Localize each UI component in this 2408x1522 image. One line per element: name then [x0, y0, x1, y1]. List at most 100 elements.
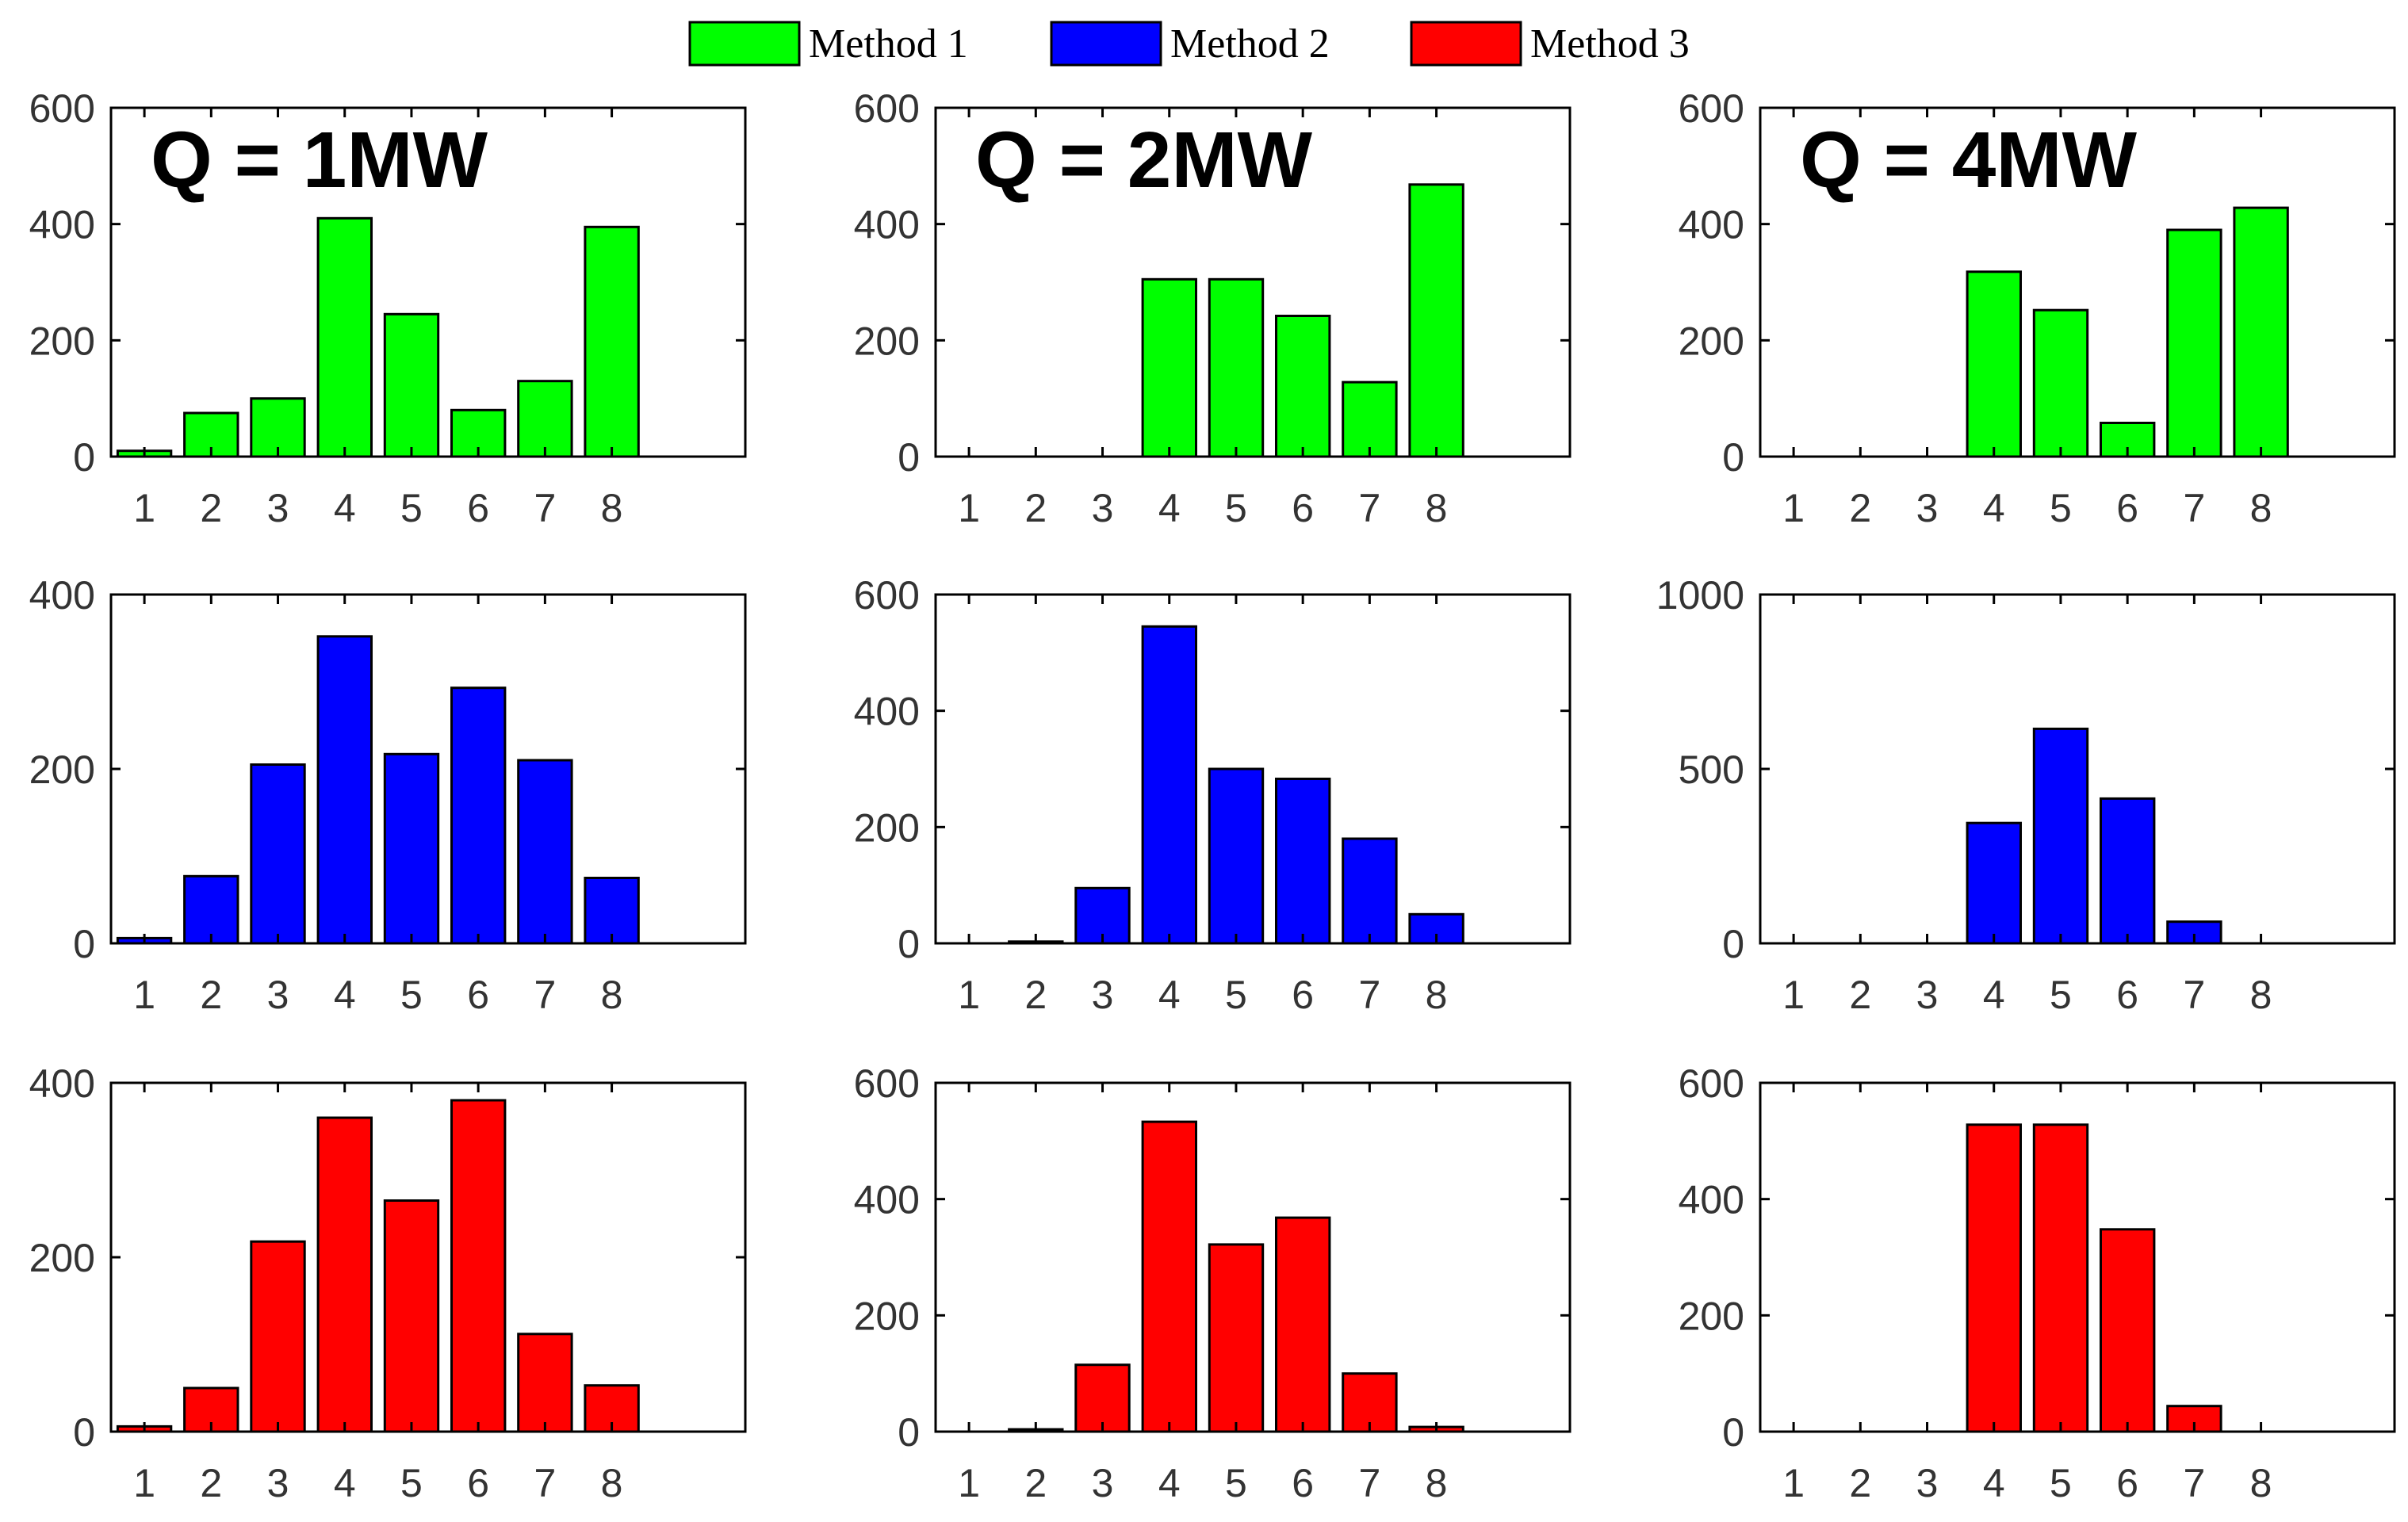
bar-2-2-5	[1208, 767, 1265, 945]
y-tick-label: 400	[1679, 203, 1744, 247]
x-tick-label: 6	[2116, 973, 2138, 1017]
panel-3-1: 0 200 400 1 2 3 4 5 6 7 8	[29, 1061, 747, 1505]
bar-1-3-7	[2166, 228, 2222, 458]
x-tick-label: 7	[1358, 1461, 1380, 1505]
y-tick-label: 600	[1679, 1061, 1744, 1106]
x-tick-label: 7	[534, 486, 556, 530]
x-tick-label: 4	[1158, 1461, 1181, 1505]
bar-1-2-8	[1408, 183, 1464, 458]
bar-3-1-3	[250, 1240, 306, 1433]
x-tick-label: 2	[200, 1461, 222, 1505]
y-tick-label: 0	[1722, 922, 1744, 966]
bar-3-2-5	[1208, 1243, 1265, 1433]
axes-box	[934, 593, 1572, 945]
bar-2-1-8	[584, 877, 640, 945]
x-tick-label: 5	[2050, 1461, 2072, 1505]
bar-3-1-6	[450, 1099, 507, 1433]
x-tick-label: 5	[2050, 973, 2072, 1017]
x-tick-label: 4	[1983, 973, 2005, 1017]
axes-box	[934, 1081, 1572, 1433]
x-tick-label: 3	[1092, 1461, 1114, 1505]
x-tick-label: 4	[334, 1461, 356, 1505]
y-tick-label: 400	[854, 690, 920, 734]
bar-1-2-4	[1141, 277, 1197, 458]
legend-label-method-3: Method 3	[1530, 21, 1690, 67]
legend: Method 1 Method 2 Method 3	[688, 21, 1690, 67]
x-tick-label: 2	[1024, 1461, 1047, 1505]
bar-2-2-6	[1275, 778, 1331, 945]
x-tick-label: 6	[1292, 486, 1314, 530]
x-tick-label: 3	[1092, 486, 1114, 530]
x-tick-label: 6	[467, 1461, 489, 1505]
bar-2-3-5	[2032, 727, 2089, 945]
x-tick-label: 6	[2116, 1461, 2138, 1505]
y-tick-label: 0	[73, 435, 95, 480]
bar-3-3-4	[1966, 1123, 2023, 1433]
bar-2-1-6	[450, 686, 507, 945]
y-tick-label: 600	[29, 86, 95, 131]
bar-2-1-3	[250, 763, 306, 945]
bar-3-2-4	[1141, 1120, 1197, 1433]
bar-1-1-8	[584, 225, 640, 458]
bar-3-3-6	[2100, 1228, 2156, 1433]
x-tick-label: 1	[133, 1461, 155, 1505]
x-tick-label: 3	[1916, 973, 1939, 1017]
x-tick-label: 1	[133, 973, 155, 1017]
x-tick-label: 7	[2183, 1461, 2205, 1505]
x-tick-label: 3	[267, 486, 289, 530]
panel-1-1: 0 200 400 600 1 2 3 4 5 6 7 8 Q = 1MW	[29, 86, 747, 530]
bar-1-1-2	[183, 411, 239, 458]
y-tick-label: 400	[29, 1061, 95, 1106]
x-tick-label: 3	[1916, 1461, 1939, 1505]
bar-3-1-7	[517, 1333, 573, 1433]
legend-swatch-method-2	[1050, 21, 1162, 67]
bar-2-2-4	[1141, 625, 1197, 945]
x-tick-label: 7	[534, 1461, 556, 1505]
x-tick-label: 7	[2183, 973, 2205, 1017]
x-tick-label: 3	[1916, 486, 1939, 530]
x-tick-label: 8	[1426, 1461, 1448, 1505]
y-tick-label: 200	[854, 1294, 920, 1338]
x-tick-label: 2	[1849, 973, 1871, 1017]
bar-3-2-7	[1342, 1372, 1398, 1433]
axes-box	[1759, 1081, 2396, 1433]
bar-1-2-5	[1208, 277, 1265, 458]
y-tick-label: 400	[854, 203, 920, 247]
x-tick-label: 3	[267, 1461, 289, 1505]
bar-1-2-6	[1275, 315, 1331, 458]
y-tick-label: 600	[854, 86, 920, 131]
bar-2-1-2	[183, 874, 239, 945]
bar-2-1-5	[383, 752, 440, 945]
panel-title: Q = 1MW	[151, 116, 488, 205]
bar-2-1-4	[316, 635, 373, 945]
y-tick-label: 200	[29, 1236, 95, 1280]
x-tick-label: 7	[534, 973, 556, 1017]
x-tick-label: 1	[1782, 1461, 1805, 1505]
x-tick-label: 4	[1983, 486, 2005, 530]
y-tick-label: 0	[1722, 1410, 1744, 1455]
y-tick-label: 400	[854, 1178, 920, 1222]
x-tick-label: 5	[400, 1461, 423, 1505]
legend-label-method-2: Method 2	[1170, 21, 1330, 67]
bar-3-2-6	[1275, 1216, 1331, 1433]
bar-3-2-3	[1074, 1363, 1131, 1433]
y-tick-label: 600	[1679, 86, 1744, 131]
panel-title: Q = 2MW	[975, 116, 1313, 205]
x-tick-label: 2	[1024, 973, 1047, 1017]
y-tick-label: 400	[29, 203, 95, 247]
bar-1-2-7	[1342, 380, 1398, 458]
x-tick-label: 4	[1158, 486, 1181, 530]
x-tick-label: 5	[1225, 973, 1247, 1017]
axes-box	[1759, 106, 2396, 458]
x-tick-label: 6	[467, 973, 489, 1017]
x-tick-label: 6	[467, 486, 489, 530]
x-tick-label: 5	[1225, 1461, 1247, 1505]
x-tick-label: 6	[1292, 973, 1314, 1017]
x-tick-label: 5	[400, 973, 423, 1017]
x-tick-label: 8	[2250, 1461, 2272, 1505]
x-tick-label: 7	[1358, 973, 1380, 1017]
